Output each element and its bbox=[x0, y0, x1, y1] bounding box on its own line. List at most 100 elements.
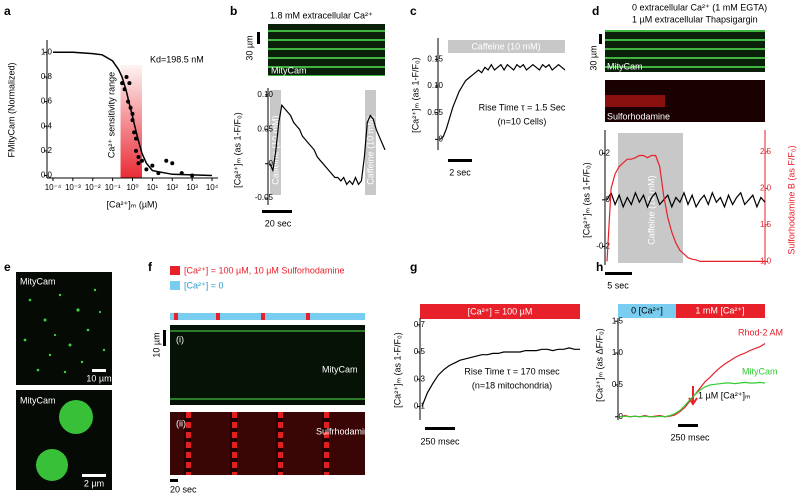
scale-bar bbox=[262, 210, 292, 213]
trace bbox=[619, 381, 766, 418]
y-tick-label: 0.05 bbox=[427, 108, 443, 117]
y-tick-label: 1.5 bbox=[760, 220, 772, 229]
image-label: MityCam bbox=[20, 276, 56, 286]
x-tick-label: 10¹ bbox=[147, 183, 159, 192]
mitochondrion bbox=[36, 449, 68, 481]
data-point bbox=[120, 81, 125, 86]
y-tick-label: 0.05 bbox=[257, 124, 273, 133]
mitochondrion bbox=[59, 400, 93, 434]
y-tick-label: 2.0 bbox=[760, 183, 772, 192]
y-tick-label: 0.15 bbox=[427, 54, 443, 63]
x-tick-label: 10⁻¹ bbox=[105, 183, 121, 192]
x-tick-label: 10² bbox=[166, 183, 178, 192]
condition-box bbox=[676, 304, 765, 318]
scale-bar bbox=[448, 159, 472, 162]
y-tick-label: 0.8 bbox=[41, 72, 53, 81]
annotation: Rise Time τ = 1.5 Sec bbox=[479, 102, 566, 112]
data-point bbox=[126, 99, 131, 104]
data-point bbox=[127, 81, 132, 86]
row-name: Sulfrhodamine bbox=[316, 426, 374, 436]
scale-label: 30 µm bbox=[588, 45, 598, 70]
y-tick-label: -0.2 bbox=[596, 241, 610, 250]
trace bbox=[619, 342, 766, 418]
annotation: Ca²⁺ sensitivity range bbox=[106, 72, 116, 158]
puncta bbox=[23, 288, 106, 374]
condition-label: 1 mM [Ca²⁺] bbox=[695, 305, 744, 315]
stimulus-label: Caffeine (10 mM) bbox=[471, 41, 540, 51]
y-tick-label: 0.1 bbox=[414, 402, 426, 411]
trace bbox=[269, 103, 386, 186]
scale-label: 250 msec bbox=[670, 432, 710, 442]
row-label: (i) bbox=[176, 334, 184, 344]
fit-curve bbox=[53, 51, 213, 177]
y-axis-label: [Ca²⁺]ₘ (as 1-F/F₀) bbox=[410, 57, 420, 133]
y-tick-label: 0.7 bbox=[414, 320, 426, 329]
annotation: (n=18 mitochondria) bbox=[472, 380, 552, 390]
annotation: Kd=198.5 nM bbox=[150, 54, 204, 64]
y-tick-label: 0.2 bbox=[41, 146, 53, 155]
image-label: MityCam bbox=[20, 395, 56, 405]
y-tick-label: -0.05 bbox=[255, 193, 274, 202]
background-layer bbox=[120, 65, 683, 263]
scale-label: 30 µm bbox=[244, 35, 254, 60]
scale-label: 5 sec bbox=[607, 280, 629, 290]
trace bbox=[439, 63, 566, 140]
y-tick-label: 0.5 bbox=[612, 380, 624, 389]
stimulus-box bbox=[365, 90, 376, 195]
trace bbox=[606, 191, 766, 209]
panel-label: c bbox=[410, 4, 417, 18]
panel-label: g bbox=[410, 260, 417, 274]
x-tick-label: 10³ bbox=[186, 183, 198, 192]
microscopy-image bbox=[16, 272, 112, 385]
image-label: Sulforhodamine bbox=[607, 111, 670, 121]
x-tick-label: 10⁻⁴ bbox=[45, 183, 62, 192]
data-point bbox=[136, 161, 141, 166]
scale-label: 20 sec bbox=[265, 218, 292, 228]
y-tick-label: 1.0 bbox=[41, 47, 53, 56]
panel-label: b bbox=[230, 4, 237, 18]
stimulus-box bbox=[618, 133, 683, 263]
x-tick-label: 10⁻³ bbox=[65, 183, 81, 192]
y-tick-label: 0.2 bbox=[599, 148, 611, 157]
condition-box bbox=[420, 304, 580, 319]
scale-bar bbox=[163, 330, 166, 346]
series-label: Rhod-2 AM bbox=[738, 327, 783, 337]
x-tick-label: 10⁰ bbox=[126, 183, 138, 192]
y-tick-label: 1.0 bbox=[612, 348, 624, 357]
trace bbox=[421, 347, 580, 407]
legend-swatch bbox=[170, 281, 180, 290]
legend-label: [Ca²⁺] = 0 bbox=[184, 280, 224, 290]
y-tick-label: 0.10 bbox=[257, 90, 273, 99]
scale-bar bbox=[82, 474, 106, 477]
stimulus-box bbox=[270, 90, 281, 195]
y-tick-label: 0.4 bbox=[41, 121, 53, 130]
scale-bar bbox=[92, 369, 106, 372]
scale-label: 2 µm bbox=[84, 478, 104, 488]
y-tick-label: 0.0 bbox=[41, 171, 53, 180]
y-tick-label: 0 bbox=[606, 195, 611, 204]
panel-label: a bbox=[4, 4, 11, 18]
x-tick-label: 10⁻² bbox=[85, 183, 101, 192]
y-tick-label: 0.10 bbox=[427, 81, 443, 90]
y-tick-label: 0 bbox=[269, 159, 274, 168]
panel-label: d bbox=[592, 4, 599, 18]
image-region bbox=[170, 330, 365, 332]
condition-strip bbox=[170, 313, 365, 320]
image-label: MityCam bbox=[607, 61, 643, 71]
y-tick-label: 1.5 bbox=[612, 316, 624, 325]
annotation: 1 µM [Ca²⁺]ₘ bbox=[698, 390, 751, 400]
scale-label: 10 µm bbox=[86, 373, 111, 383]
stimulus-box bbox=[448, 40, 565, 53]
image-region bbox=[170, 398, 365, 400]
data-point bbox=[130, 118, 135, 123]
condition-box bbox=[618, 304, 676, 318]
panel-title: 0 extracellular Ca²⁺ (1 mM EGTA) bbox=[632, 2, 767, 12]
annotation: Rise Time τ = 170 msec bbox=[464, 366, 560, 376]
row-name: MityCam bbox=[322, 364, 358, 374]
series-label: MityCam bbox=[742, 366, 778, 376]
y-axis-label: [Ca²⁺]ₘ (as 1-F/F₀) bbox=[392, 332, 402, 408]
data-point bbox=[134, 148, 139, 153]
image-region bbox=[605, 95, 665, 107]
data-point bbox=[156, 171, 161, 176]
